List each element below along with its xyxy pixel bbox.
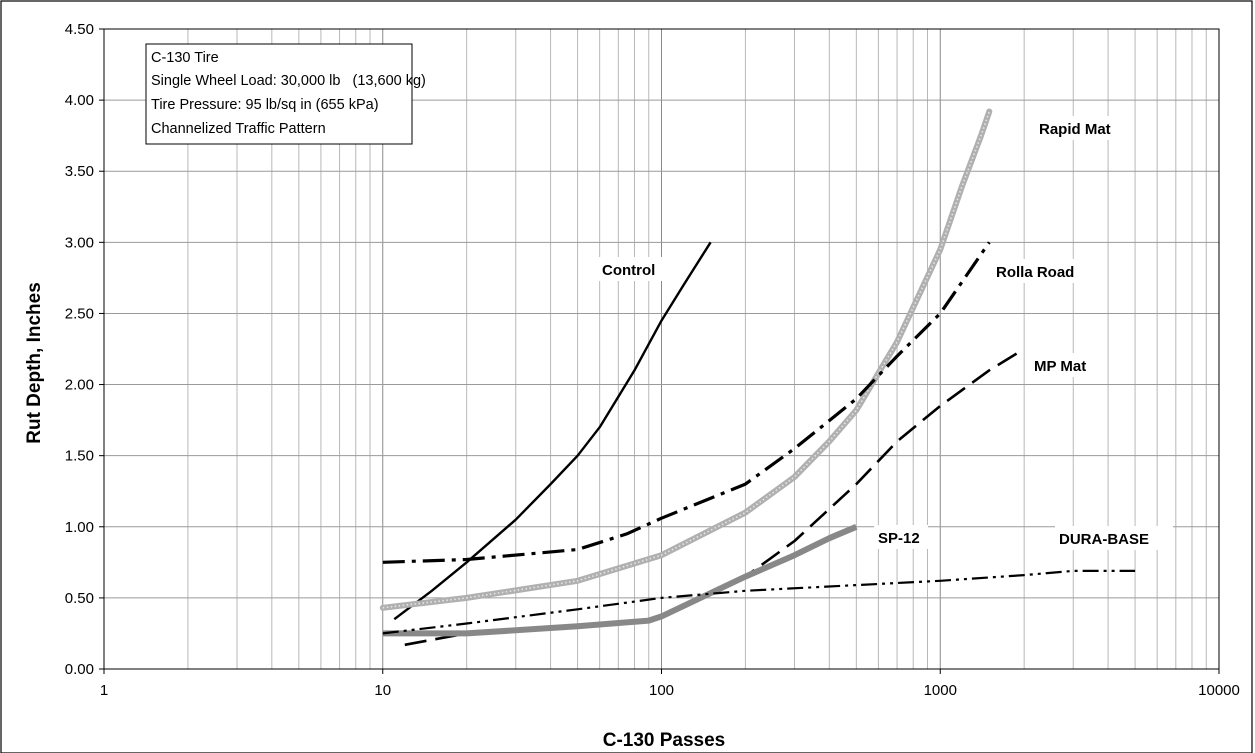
x-tick-label: 1 [100,682,108,699]
series-line-sp-12 [382,524,858,637]
y-tick-label: 0.50 [65,590,94,607]
series-labels: Control Rapid Mat Rolla Road MP Mat SP-1… [598,116,1173,550]
x-axis-title: C-130 Passes [603,730,726,751]
annotation-box: C-130 Tire Single Wheel Load: 30,000 lb … [145,43,426,145]
label-bg-rapid-mat [1035,116,1123,140]
x-tick-label: 10 [374,682,391,699]
annotation-frame [145,43,413,145]
series-line-rapid-mat-texture [382,111,991,609]
label-bg-mp-mat [1030,353,1104,377]
label-dura-base: DURA-BASE [1059,531,1149,548]
y-tick-label: 0.00 [65,661,94,678]
label-bg-control [598,257,672,281]
x-tick-label: 1000 [924,682,957,699]
y-tick-label: 3.00 [65,234,94,251]
y-tick-label: 3.50 [65,163,94,180]
series-line-dura-base [382,569,1136,635]
y-axis-ticks: 0.00 0.50 1.00 1.50 2.00 2.50 3.00 3.50 4.00 4.50 [65,21,104,678]
y-tick-label: 1.00 [65,519,94,536]
x-axis-ticks: 1 10 100 1000 10000 [100,669,1240,699]
annotation-line-3: Tire Pressure: 95 lb/sq in (655 kPa) [151,97,379,113]
annotation-line-2: Single Wheel Load: 30,000 lb (13,600 kg) [151,73,426,89]
label-mp-mat: MP Mat [1034,358,1086,375]
y-tick-label: 4.50 [65,21,94,38]
y-tick-label: 2.00 [65,377,94,394]
label-rapid-mat: Rapid Mat [1039,121,1111,138]
label-control: Control [602,262,655,279]
x-tick-label: 100 [649,682,674,699]
y-axis-title: Rut Depth, Inches [24,282,45,444]
annotation-line-1: C-130 Tire [151,50,219,66]
label-bg-dura-base [1055,526,1173,550]
label-sp-12: SP-12 [878,530,920,547]
annotation-line-4: Channelized Traffic Pattern [151,121,326,137]
label-bg-rolla-road [992,259,1096,283]
label-rolla-road: Rolla Road [996,264,1074,281]
x-tick-label: 10000 [1198,682,1240,699]
series-line-rolla-road [382,241,991,564]
y-tick-label: 4.00 [65,92,94,109]
series-line-control [393,241,712,621]
series-lines [379,108,1136,647]
y-tick-label: 1.50 [65,448,94,465]
y-tick-label: 2.50 [65,305,94,322]
label-bg-sp-12 [874,525,928,549]
